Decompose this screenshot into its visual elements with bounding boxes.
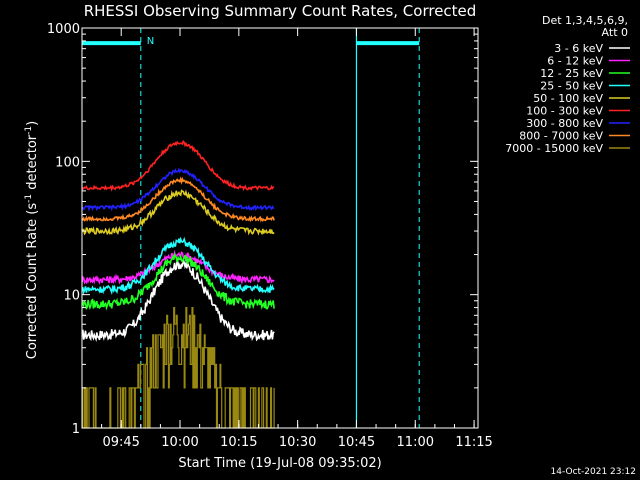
series-line-3 [81, 251, 275, 311]
n-label: N [147, 36, 154, 47]
legend-label: 25 - 50 keV [540, 80, 603, 93]
plot-area: N [81, 28, 420, 429]
y-tick-label: 1 [72, 422, 80, 437]
y-axis-label-end: ) [25, 121, 40, 126]
legend-header: Det 1,3,4,5,6,9, [542, 14, 628, 27]
x-tick-label: 11:15 [455, 435, 492, 450]
legend-label: 7000 - 15000 keV [505, 142, 603, 155]
y-tick-label: 10 [63, 289, 80, 304]
x-tick-label: 09:45 [102, 435, 139, 450]
x-tick-label: 10:00 [161, 435, 198, 450]
legend-label: 50 - 100 keV [533, 92, 603, 105]
y-axis-label-sup1: -1 [24, 194, 34, 203]
series-line-6 [81, 139, 275, 192]
series-line-8 [81, 176, 275, 223]
y-axis-label-mid: detector [25, 134, 40, 194]
legend-label: 12 - 25 keV [540, 67, 603, 80]
series-line-7 [81, 167, 275, 212]
y-axis-label: Corrected Count Rate (s-1 detector-1) [24, 121, 40, 359]
y-axis-label-main: Corrected Count Rate (s [25, 203, 40, 360]
series-line-9 [82, 307, 275, 429]
x-tick-label: 11:00 [397, 435, 434, 450]
night-span-1 [82, 28, 142, 428]
legend-label: 3 - 6 keV [554, 42, 603, 55]
y-tick-label: 1000 [47, 22, 80, 37]
chart-title: RHESSI Observing Summary Count Rates, Co… [84, 2, 477, 20]
x-tick-label: 10:30 [279, 435, 316, 450]
night-span-2 [355, 28, 420, 428]
legend-label: 800 - 7000 keV [519, 130, 603, 143]
y-tick-label: 100 [55, 155, 80, 170]
axes: 09:45 10:00 10:15 10:30 10:45 11:00 11:15 1 10 10… [47, 22, 493, 450]
series-line-4 [81, 236, 275, 296]
plot-frame [81, 27, 479, 429]
legend-label: 300 - 800 keV [526, 117, 603, 130]
legend-label: 6 - 12 keV [547, 55, 603, 68]
series-line-2 [81, 249, 275, 285]
x-tick-label: 10:45 [338, 435, 375, 450]
series-line-5 [81, 189, 275, 236]
x-axis-label: Start Time (19-Jul-08 09:35:02) [178, 456, 381, 471]
timestamp: 14-Oct-2021 23:12 [551, 467, 636, 477]
x-tick-label: 10:15 [220, 435, 257, 450]
legend-label: 100 - 300 keV [526, 105, 603, 118]
legend-header: Att 0 [602, 26, 628, 39]
y-axis-label-sup2: -1 [24, 126, 34, 135]
series-line-1 [81, 259, 275, 343]
